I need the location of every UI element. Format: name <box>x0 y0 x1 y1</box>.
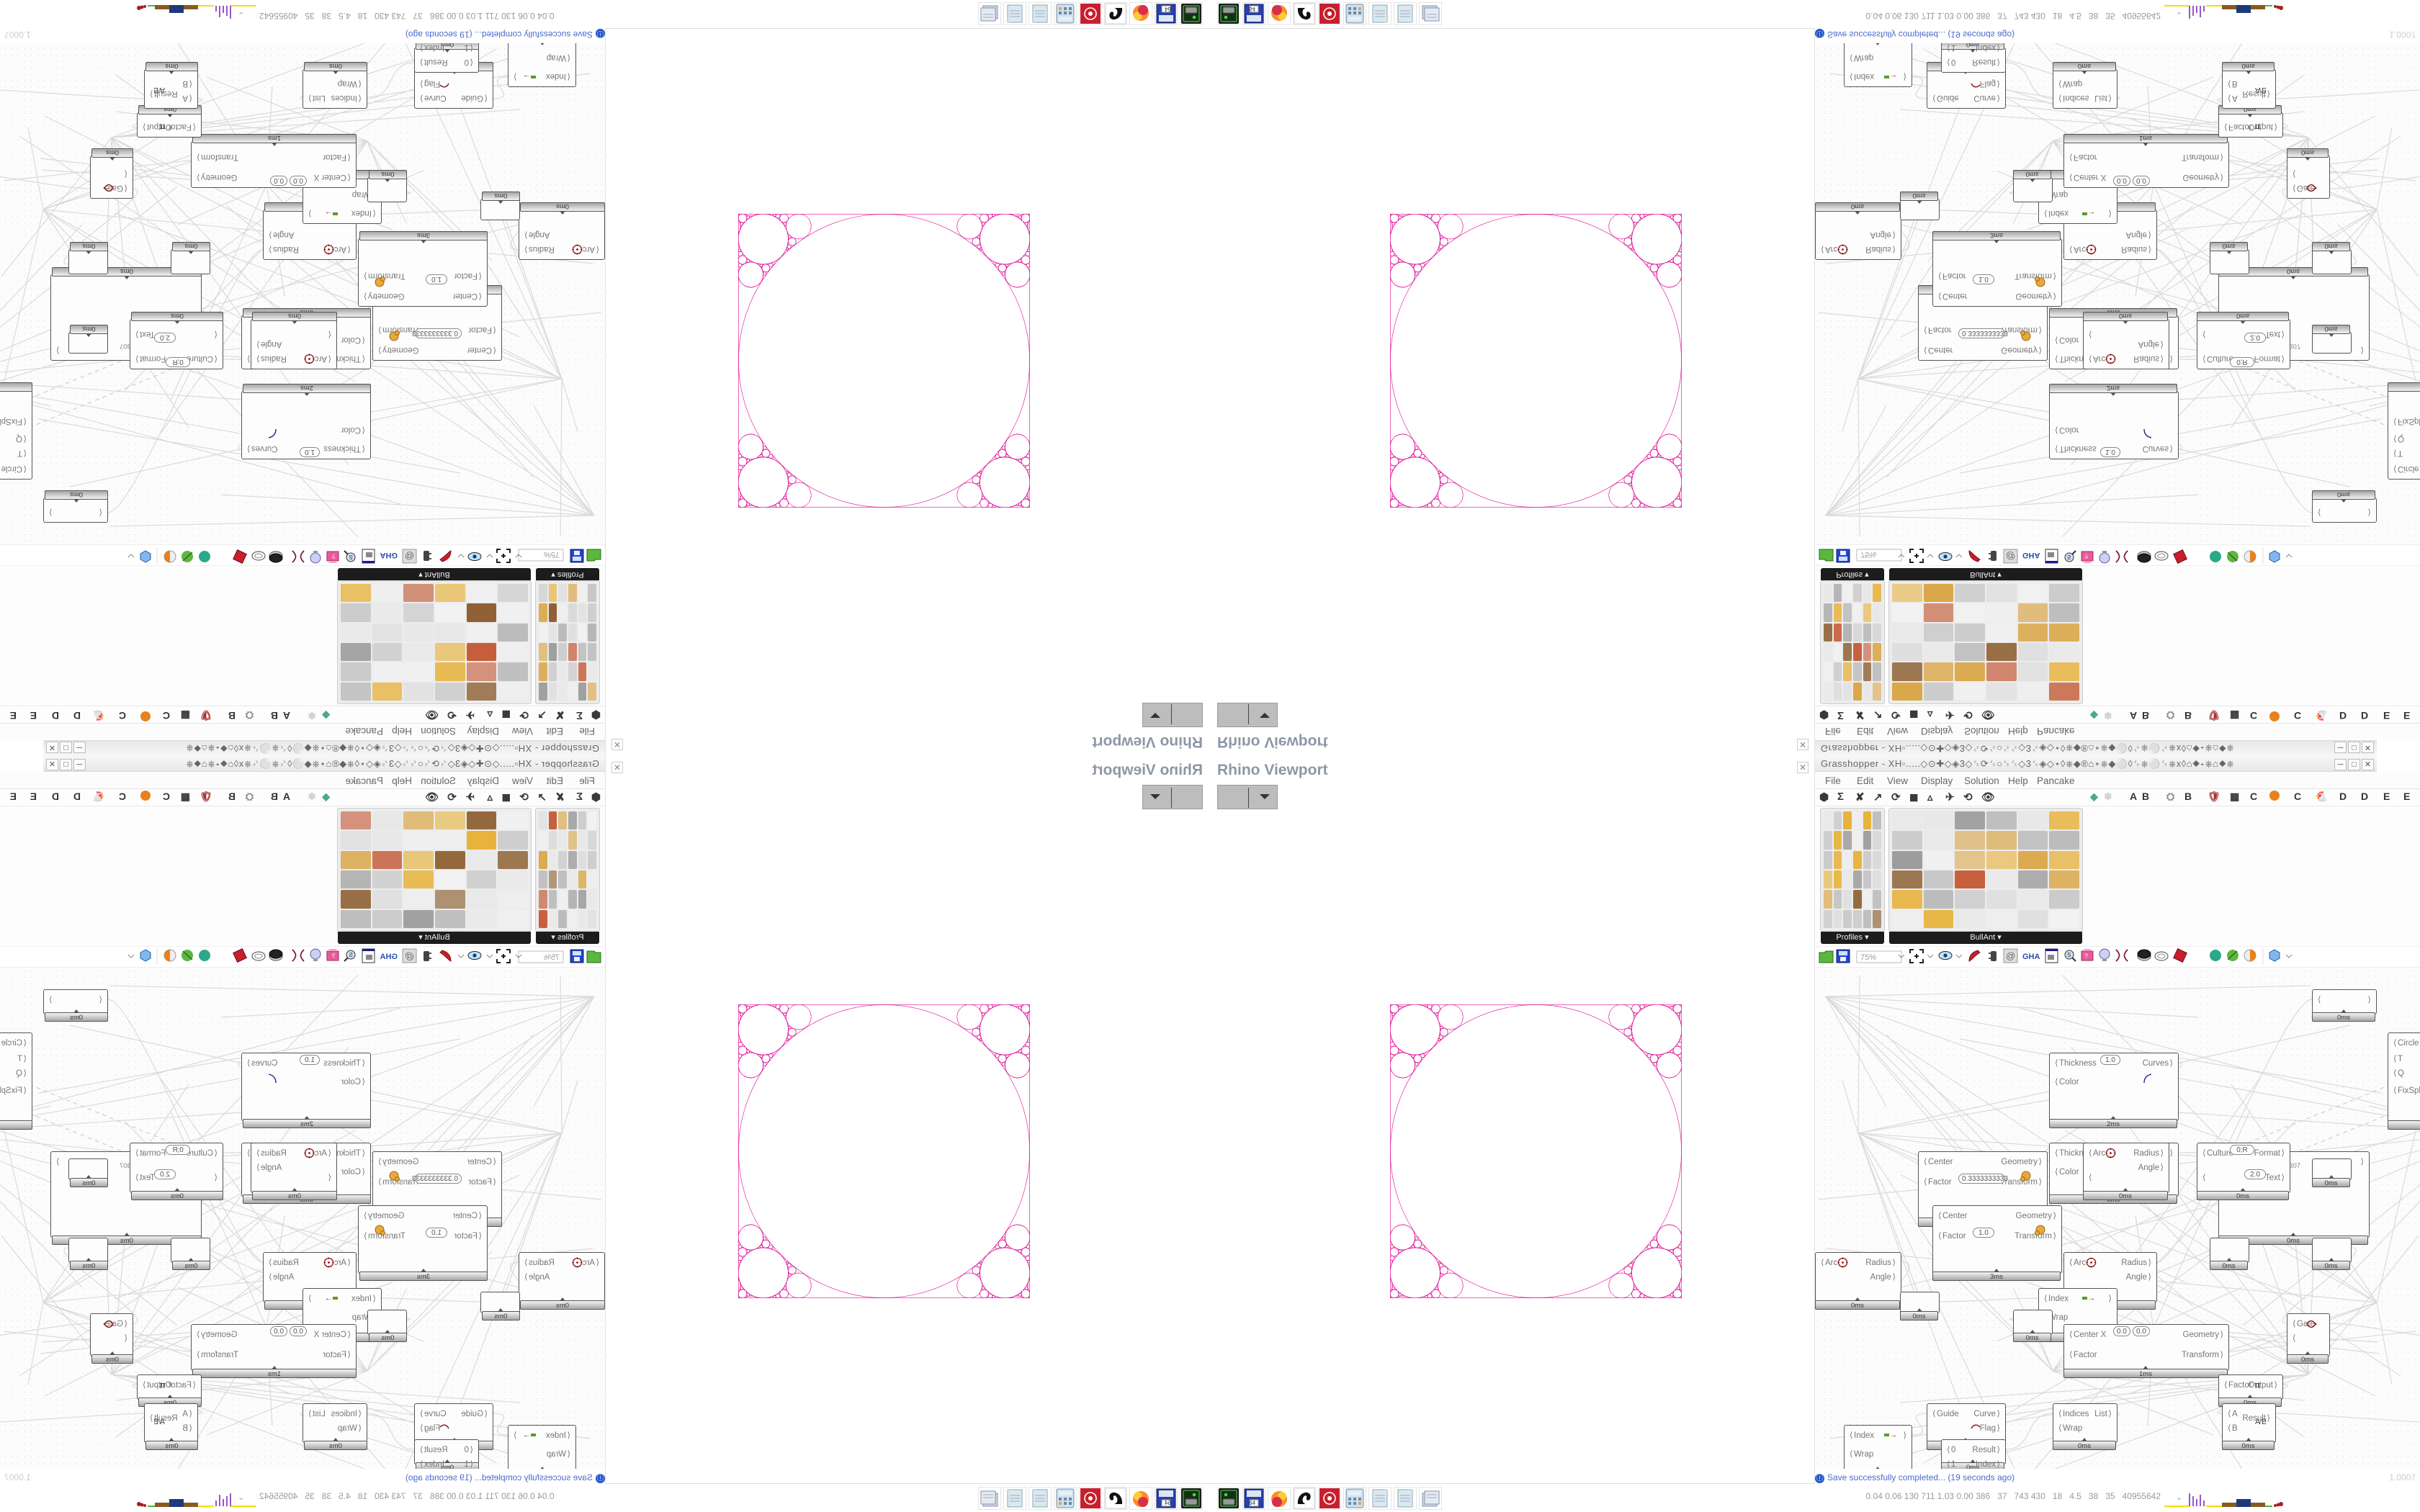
svg-text:GHA: GHA <box>380 953 398 961</box>
svg-text:π: π <box>159 1380 166 1390</box>
svg-text:@: @ <box>2006 551 2015 562</box>
svg-text:@: @ <box>405 950 414 961</box>
svg-text:→i: →i <box>2088 210 2094 217</box>
svg-text:75%: 75% <box>1860 953 1876 962</box>
svg-text:@: @ <box>2006 950 2015 961</box>
svg-text:?: ? <box>2084 953 2088 960</box>
svg-text:→i: →i <box>1890 1431 1896 1439</box>
svg-text:75%: 75% <box>1860 550 1876 559</box>
svg-text:?: ? <box>332 953 336 960</box>
svg-text:π: π <box>2254 122 2261 132</box>
svg-text:64: 64 <box>1249 6 1255 12</box>
svg-text:S: S <box>349 952 353 958</box>
svg-text:π: π <box>2254 1380 2261 1390</box>
svg-text:→i: →i <box>2088 1295 2094 1302</box>
svg-text:GHA: GHA <box>2022 551 2040 559</box>
svg-text:A⁄B: A⁄B <box>2255 1418 2266 1426</box>
svg-text:S: S <box>2067 554 2071 560</box>
svg-text:A⁄B: A⁄B <box>2255 86 2266 94</box>
svg-text:GHA: GHA <box>2022 953 2040 961</box>
svg-text:64: 64 <box>1165 1500 1171 1506</box>
svg-text:A⁄B: A⁄B <box>154 1418 165 1426</box>
svg-text:→i: →i <box>326 1295 332 1302</box>
svg-text:S: S <box>2067 952 2071 958</box>
svg-text:75%: 75% <box>544 953 560 962</box>
svg-text:→i: →i <box>1890 73 1896 81</box>
svg-text:→i: →i <box>524 1431 530 1439</box>
svg-text:64: 64 <box>1249 1500 1255 1506</box>
svg-text:?: ? <box>2084 552 2088 559</box>
